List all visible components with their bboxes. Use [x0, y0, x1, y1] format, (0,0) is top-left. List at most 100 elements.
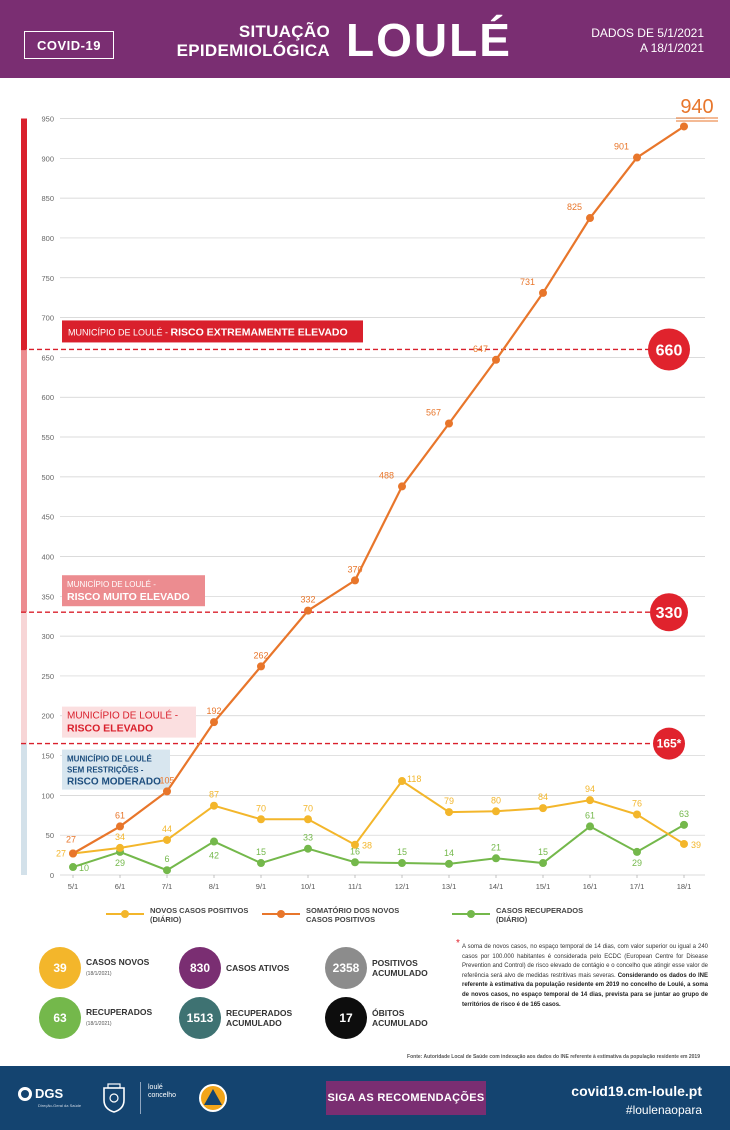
data-label: 70 — [256, 803, 266, 813]
recommendations-button[interactable]: SIGA AS RECOMENDAÇÕES — [326, 1081, 486, 1115]
data-label: 105 — [159, 775, 174, 785]
chart-svg: 0 50 100 150 200 250 300 350 400 450 500 550 600 650 7… — [21, 96, 718, 891]
data-point — [445, 859, 453, 868]
data-point — [257, 815, 265, 824]
data-label: 42 — [209, 851, 219, 861]
risk-zone-label-line1: MUNICÍPIO DE LOULÉ - — [67, 580, 156, 589]
data-label: 731 — [520, 277, 535, 287]
data-point — [445, 808, 453, 817]
y-tick-label: 0 — [50, 871, 54, 880]
y-tick-label: 250 — [41, 672, 54, 681]
data-label: 76 — [632, 798, 642, 808]
data-point — [210, 718, 218, 727]
data-point — [163, 787, 171, 796]
legend-swatch — [106, 910, 144, 918]
legend-item-cumulative: SOMATÓRIO DOS NOVOS CASOS POSITIVOS — [262, 906, 416, 924]
risk-zone-label-title: RISCO ELEVADO — [67, 723, 153, 735]
data-point — [633, 810, 641, 819]
x-tick-label: 18/1 — [677, 882, 692, 891]
stat-label: RECUPERADOS (18/1/2021) — [86, 1007, 166, 1029]
series-line — [72, 779, 685, 855]
data-point — [351, 858, 359, 867]
data-point — [351, 840, 359, 849]
data-label: 79 — [444, 796, 454, 806]
subtitle-line-2: EPIDEMIOLÓGICA — [176, 41, 330, 60]
data-point — [586, 796, 594, 805]
data-label: 94 — [585, 784, 595, 794]
risk-zone-label: MUNICÍPIO DE LOULÉ - RISCO EXTREMAMENTE … — [68, 326, 348, 338]
data-label: 34 — [115, 832, 125, 842]
y-tick-label: 850 — [41, 194, 54, 203]
y-tick-label: 100 — [41, 791, 54, 800]
data-label: 63 — [679, 809, 689, 819]
data-label: 647 — [473, 344, 488, 354]
stat-value-circle: 830 — [179, 947, 221, 989]
stat-label: RECUPERADOS ACUMULADO — [226, 1008, 293, 1028]
data-point — [69, 863, 77, 872]
data-point — [304, 815, 312, 824]
source-note: Fonte: Autoridade Local de Saúde com ind… — [407, 1054, 700, 1060]
footer-divider — [140, 1082, 141, 1114]
y-tick-label: 700 — [41, 314, 54, 323]
y-tick-label: 950 — [41, 115, 54, 124]
data-point — [257, 859, 265, 868]
stat-value-circle: 2358 — [325, 947, 367, 989]
legend-item-daily-cases: NOVOS CASOS POSITIVOS (DIÁRIO) — [106, 906, 260, 924]
data-label: 27 — [66, 834, 76, 844]
date-range-line-2: A 18/1/2021 — [639, 41, 704, 55]
data-label: 262 — [253, 650, 268, 660]
chart: 0 50 100 150 200 250 300 350 400 450 500 550 600 650 7… — [0, 78, 730, 900]
data-point — [257, 662, 265, 671]
stat-recovered-total: 1513 RECUPERADOS ACUMULADO — [179, 997, 306, 1039]
data-point — [69, 849, 77, 858]
data-label: 21 — [491, 842, 501, 852]
y-tick-label: 900 — [41, 154, 54, 163]
data-label: 14 — [444, 848, 454, 858]
data-label: 6 — [164, 854, 169, 864]
crest-icon — [103, 1083, 125, 1113]
x-tick-label: 16/1 — [583, 882, 598, 891]
dgs-mark-icon — [18, 1086, 32, 1101]
data-label: 825 — [567, 202, 582, 212]
stat-deaths-total: 17 ÓBITOS ACUMULADO — [325, 997, 452, 1039]
data-label: 901 — [614, 142, 629, 152]
stat-sub: (18/1/2021) — [86, 971, 112, 977]
stat-value-circle: 17 — [325, 997, 367, 1039]
x-tick-label: 9/1 — [256, 882, 266, 891]
stat-value-circle: 39 — [39, 947, 81, 989]
y-tick-label: 50 — [46, 831, 54, 840]
stat-positives-total: 2358 POSITIVOS ACUMULADO — [325, 947, 452, 989]
data-label: 15 — [538, 847, 548, 857]
asterisk-icon: * — [456, 938, 460, 949]
data-point — [680, 122, 688, 131]
data-point — [304, 606, 312, 615]
risk-zone-bar — [21, 118, 27, 350]
data-point — [163, 866, 171, 875]
risk-zone-box — [62, 749, 170, 790]
footnote-text: A soma de novos casos, no espaço tempora… — [462, 944, 708, 979]
civil-protection-icon — [199, 1084, 227, 1112]
y-tick-label: 400 — [41, 552, 54, 561]
data-label: 10 — [79, 863, 89, 873]
risk-zone-box — [62, 320, 363, 343]
stat-active-cases: 830 CASOS ATIVOS — [179, 947, 306, 989]
data-label: 70 — [303, 803, 313, 813]
data-label: 567 — [426, 407, 441, 417]
final-value-label: 940 — [680, 96, 713, 118]
x-tick-label: 7/1 — [162, 882, 172, 891]
x-tick-label: 10/1 — [301, 882, 316, 891]
legend-item-recovered: CASOS RECUPERADOS (DIÁRIO) — [452, 906, 606, 924]
subtitle-line-1: SITUAÇÃO — [238, 22, 330, 41]
data-point — [163, 835, 171, 844]
page-title: LOULÉ — [346, 14, 512, 66]
data-point — [492, 854, 500, 863]
x-tick-label: 6/1 — [115, 882, 125, 891]
website-link[interactable]: covid19.cm-loule.pt — [571, 1083, 702, 1099]
data-point — [492, 807, 500, 816]
threshold-circle — [650, 593, 688, 632]
data-label: 39 — [691, 840, 701, 850]
data-point — [398, 777, 406, 786]
data-label: 87 — [209, 790, 219, 800]
footer: DGS Direção-Geral da Saúde loulé concelh… — [0, 1066, 730, 1130]
covid-badge: COVID-19 — [24, 31, 114, 59]
